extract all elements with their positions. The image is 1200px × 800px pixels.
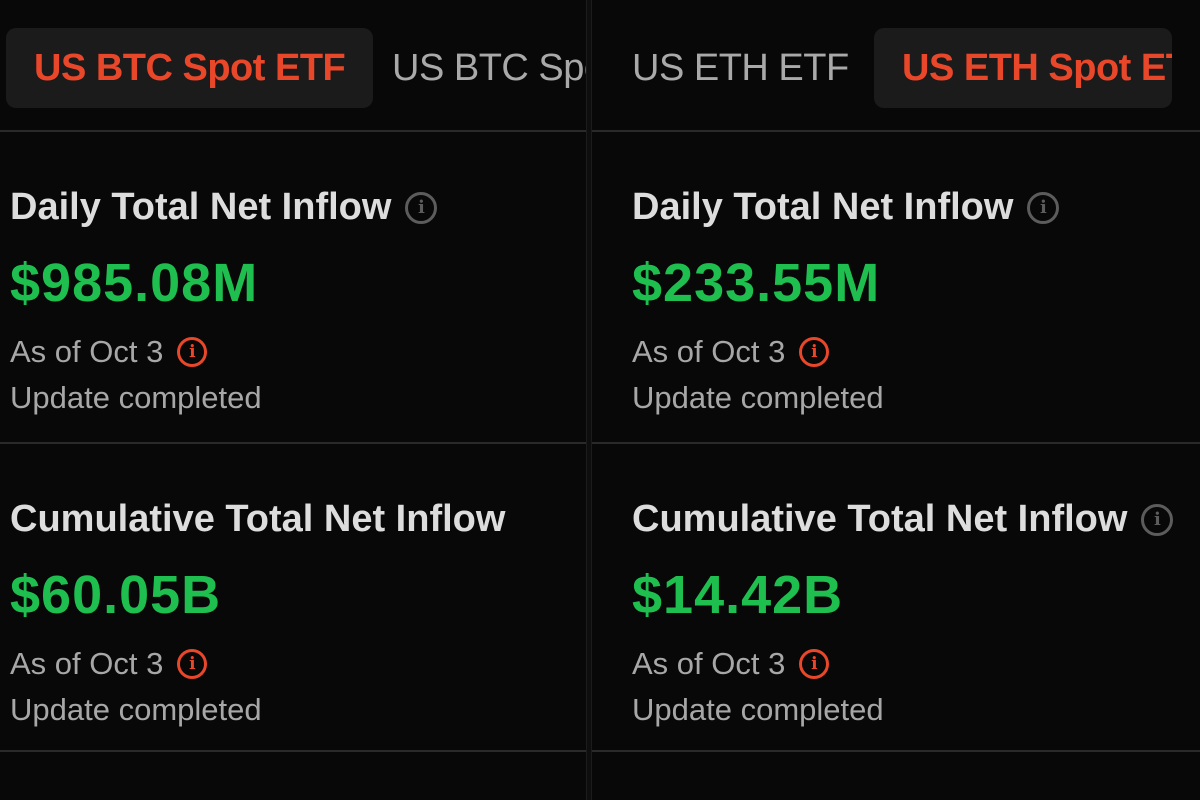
tab-us-btc-spot-etf[interactable]: US BTC Spot ETF	[6, 28, 374, 108]
alert-info-icon[interactable]: i	[799, 337, 830, 367]
as-of-date: As of Oct 3 i	[10, 646, 208, 682]
btc-tab-bar: US BTC Spot ETF US BTC Spo	[0, 0, 586, 132]
as-of-date: As of Oct 3 i	[632, 646, 830, 682]
section-heading: Daily Total Net Inflow i	[632, 186, 1060, 229]
cumulative-net-inflow-value: $14.42B	[632, 565, 844, 625]
as-of-text: As of Oct 3	[10, 334, 164, 369]
update-status: Update completed	[632, 692, 884, 727]
heading-text: Daily Total Net Inflow	[632, 186, 1014, 228]
as-of-text: As of Oct 3	[632, 646, 786, 681]
info-icon[interactable]: i	[405, 191, 438, 224]
daily-net-inflow-value: $985.08M	[10, 253, 259, 313]
btc-daily-inflow-section: Daily Total Net Inflow i $985.08M As of …	[0, 134, 586, 444]
section-heading: Cumulative Total Net Inflow i	[632, 498, 1174, 541]
eth-daily-inflow-section: Daily Total Net Inflow i $233.55M As of …	[592, 134, 1200, 444]
info-icon[interactable]: i	[1141, 503, 1174, 536]
as-of-date: As of Oct 3 i	[10, 334, 208, 370]
tab-us-btc-spot[interactable]: US BTC Spo	[392, 28, 586, 108]
update-status: Update completed	[632, 380, 884, 415]
update-status: Update completed	[10, 380, 262, 415]
tab-us-eth-spot-etf[interactable]: US ETH Spot ET	[874, 28, 1172, 108]
tab-label: US ETH Spot ET	[902, 46, 1172, 89]
tab-label: US BTC Spot ETF	[34, 46, 346, 89]
update-status: Update completed	[10, 692, 262, 727]
eth-tab-bar: US ETH ETF US ETH Spot ET	[592, 0, 1200, 132]
as-of-text: As of Oct 3	[10, 646, 164, 681]
tab-label: US ETH ETF	[632, 46, 849, 89]
info-icon[interactable]: i	[1027, 191, 1060, 224]
alert-info-icon[interactable]: i	[177, 337, 208, 367]
heading-text: Cumulative Total Net Inflow	[632, 498, 1128, 540]
alert-info-icon[interactable]: i	[177, 649, 208, 679]
eth-panel: US ETH ETF US ETH Spot ET Daily Total Ne…	[592, 0, 1200, 800]
as-of-text: As of Oct 3	[632, 334, 786, 369]
eth-cumulative-inflow-section: Cumulative Total Net Inflow i $14.42B As…	[592, 446, 1200, 752]
tab-us-eth-etf[interactable]: US ETH ETF	[632, 28, 849, 108]
btc-panel: US BTC Spot ETF US BTC Spo Daily Total N…	[0, 0, 586, 800]
as-of-date: As of Oct 3 i	[632, 334, 830, 370]
tab-label: US BTC Spo	[392, 46, 586, 89]
heading-text: Cumulative Total Net Inflow	[10, 498, 506, 540]
daily-net-inflow-value: $233.55M	[632, 253, 881, 313]
cumulative-net-inflow-value: $60.05B	[10, 565, 222, 625]
heading-text: Daily Total Net Inflow	[10, 186, 392, 228]
alert-info-icon[interactable]: i	[799, 649, 830, 679]
btc-cumulative-inflow-section: Cumulative Total Net Inflow $60.05B As o…	[0, 446, 586, 752]
section-heading: Daily Total Net Inflow i	[10, 186, 438, 229]
section-heading: Cumulative Total Net Inflow	[10, 498, 505, 541]
panel-divider	[586, 0, 592, 800]
